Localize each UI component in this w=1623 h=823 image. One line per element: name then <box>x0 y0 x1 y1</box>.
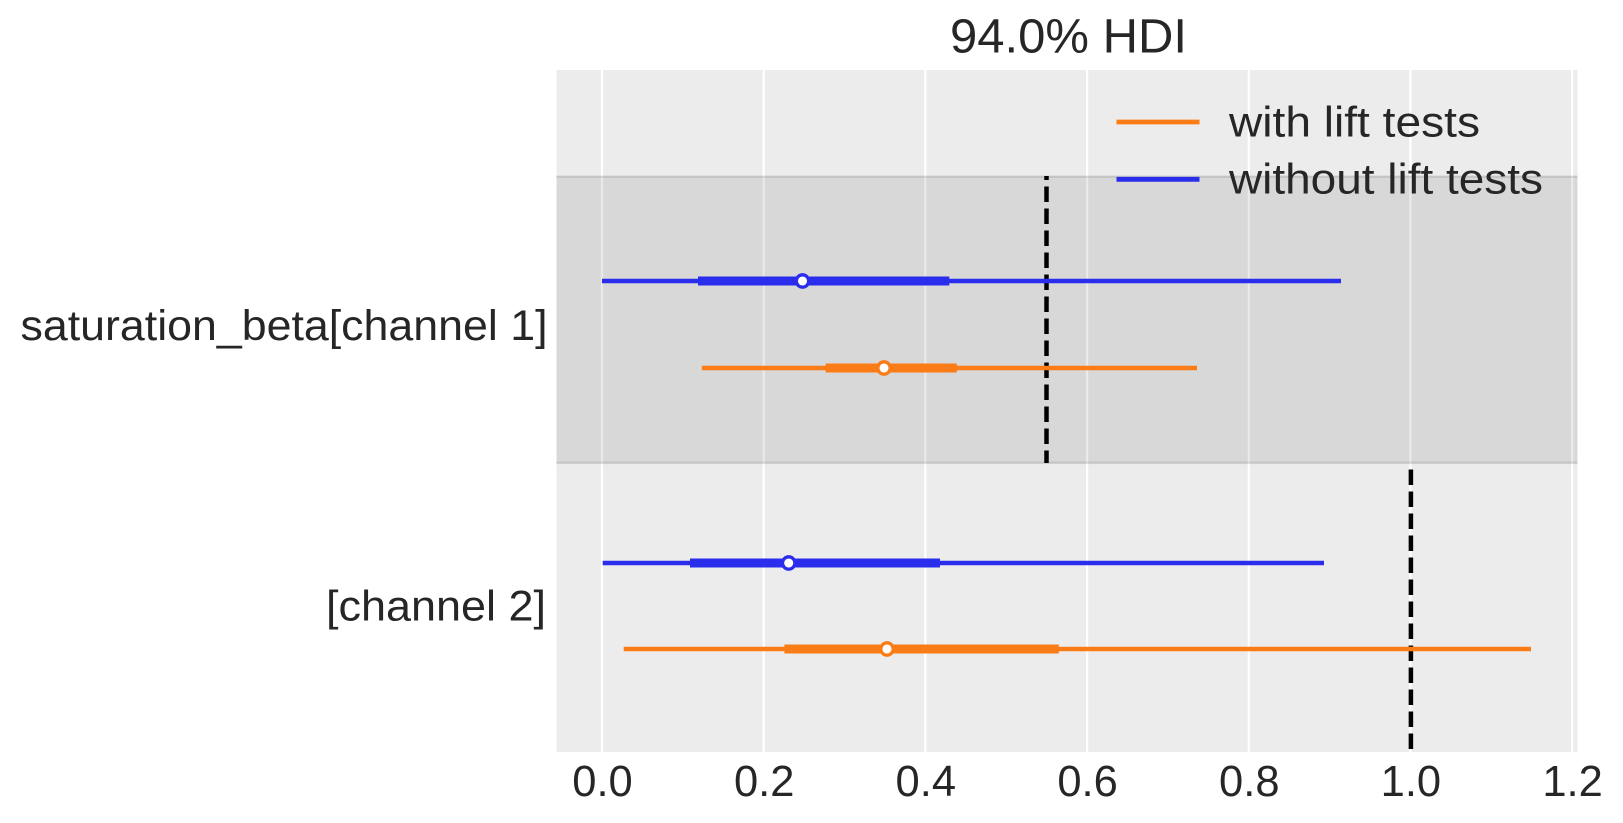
svg-text:94.0% HDI: 94.0% HDI <box>950 11 1187 64</box>
svg-text:0.8: 0.8 <box>1219 758 1279 806</box>
svg-text:saturation_beta[channel 1]: saturation_beta[channel 1] <box>21 302 548 350</box>
svg-text:without lift tests: without lift tests <box>1228 156 1543 204</box>
svg-text:0.4: 0.4 <box>896 758 956 806</box>
svg-text:1.2: 1.2 <box>1542 758 1602 806</box>
svg-text:[channel 2]: [channel 2] <box>326 583 546 631</box>
svg-text:0.6: 0.6 <box>1057 758 1117 806</box>
svg-text:1.0: 1.0 <box>1381 758 1441 806</box>
svg-text:with lift tests: with lift tests <box>1228 99 1480 147</box>
svg-text:0.0: 0.0 <box>572 758 632 806</box>
svg-text:0.2: 0.2 <box>734 758 794 806</box>
